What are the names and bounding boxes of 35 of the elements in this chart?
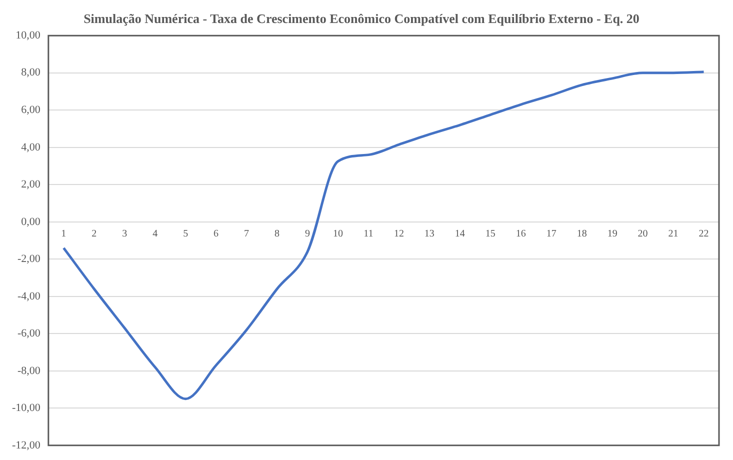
x-tick-label: 4 — [152, 228, 158, 240]
x-tick-label: 13 — [424, 228, 434, 240]
x-tick-label: 15 — [485, 228, 496, 240]
x-tick-label: 8 — [274, 228, 280, 240]
y-tick-label: 10,00 — [16, 29, 41, 42]
x-tick-label: 2 — [92, 228, 97, 240]
x-tick-label: 22 — [698, 228, 709, 240]
x-tick-label: 21 — [668, 228, 678, 240]
x-tick-label: 11 — [364, 228, 374, 240]
x-tick-label: 17 — [546, 228, 556, 240]
y-tick-label: 8,00 — [21, 66, 41, 79]
y-tick-label: -10,00 — [12, 402, 41, 414]
y-tick-label: -8,00 — [17, 364, 41, 377]
x-tick-label: 16 — [516, 228, 526, 240]
x-tick-label: 18 — [576, 228, 587, 240]
y-tick-label: 2,00 — [21, 178, 41, 191]
x-tick-label: 6 — [214, 228, 219, 240]
y-tick-label: -4,00 — [17, 290, 41, 302]
x-tick-label: 3 — [122, 228, 128, 240]
x-tick-label: 14 — [454, 228, 465, 240]
x-tick-label: 20 — [638, 228, 648, 240]
x-tick-label: 12 — [394, 228, 404, 240]
x-tick-label: 9 — [305, 228, 310, 240]
x-tick-label: 19 — [607, 228, 618, 240]
y-tick-label: -12,00 — [12, 439, 41, 452]
y-tick-label: -2,00 — [17, 253, 41, 266]
y-tick-label: -6,00 — [17, 328, 41, 340]
y-tick-label: 6,00 — [21, 104, 41, 116]
y-tick-label: 0,00 — [21, 216, 41, 228]
x-tick-label: 1 — [61, 228, 66, 240]
x-tick-label: 10 — [332, 228, 343, 240]
chart-title: Simulação Numérica - Taxa de Crescimento Econômico Compatível com Equilíbrio Externo - Eq. 20 — [84, 11, 640, 26]
y-tick-label: 4,00 — [21, 141, 41, 154]
x-tick-label: 5 — [183, 228, 188, 240]
x-tick-label: 7 — [244, 228, 250, 240]
